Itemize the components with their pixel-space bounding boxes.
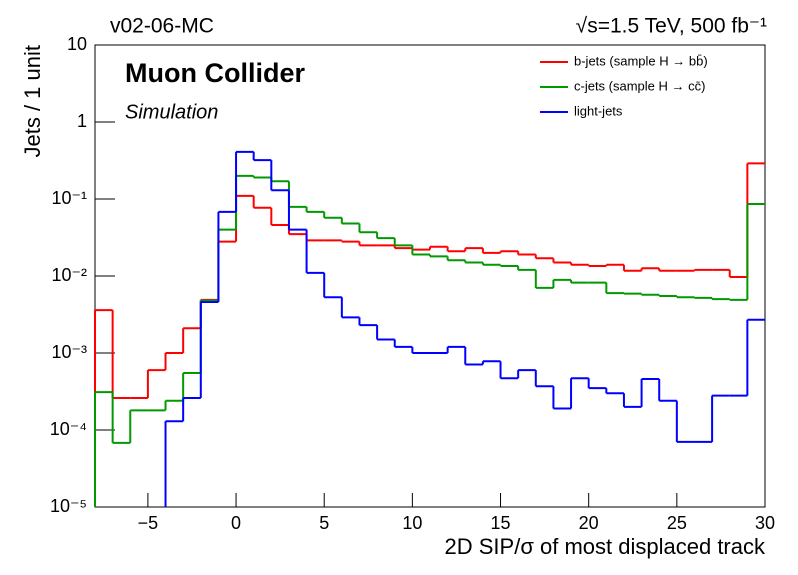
y-tick-label: 10⁻⁴ [50, 419, 87, 439]
legend-label: b-jets (sample H → bb̄) [574, 53, 708, 68]
annotation: √s=1.5 TeV, 500 fb⁻¹ [576, 15, 767, 38]
x-tick-label: −5 [138, 513, 159, 533]
x-tick-label: 30 [755, 513, 775, 533]
x-tick-label: 20 [579, 513, 599, 533]
y-tick-label: 10 [67, 34, 87, 54]
y-axis-label: Jets / 1 unit [20, 45, 45, 158]
x-tick-label: 10 [402, 513, 422, 533]
y-tick-label: 10⁻³ [51, 342, 87, 362]
legend-label: c-jets (sample H → cc̄) [574, 78, 705, 93]
y-tick-label: 10⁻¹ [51, 188, 87, 208]
legend-label: light-jets [574, 103, 623, 118]
y-tick-label: 10⁻⁵ [50, 496, 87, 516]
y-tick-label: 1 [77, 111, 87, 131]
chart-title: Muon Collider [125, 58, 305, 88]
annotation: v02-06-MC [110, 15, 214, 38]
x-tick-label: 5 [319, 513, 329, 533]
chart-subtitle: Simulation [125, 101, 218, 123]
x-tick-label: 15 [491, 513, 511, 533]
x-tick-label: 25 [667, 513, 687, 533]
x-tick-label: 0 [231, 513, 241, 533]
x-axis-label: 2D SIP/σ of most displaced track [445, 534, 766, 559]
y-tick-label: 10⁻² [51, 265, 87, 285]
